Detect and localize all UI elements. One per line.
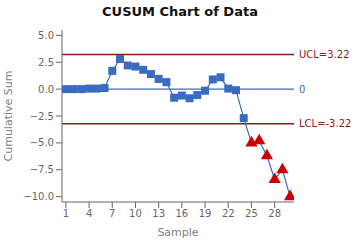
- svg-text:2.5: 2.5: [38, 57, 54, 68]
- svg-text:−10.0: −10.0: [23, 191, 54, 202]
- html-text:CUSUM Chart of Data: CUSUM Chart of Data: [102, 4, 258, 19]
- svg-text:−2.5: −2.5: [30, 111, 54, 122]
- svg-text:1: 1: [63, 208, 69, 219]
- svg-text:Sample: Sample: [157, 226, 198, 239]
- svg-text:13: 13: [152, 208, 165, 219]
- svg-text:4: 4: [86, 208, 92, 219]
- svg-text:LCL=-3.22: LCL=-3.22: [299, 118, 351, 129]
- svg-text:−7.5: −7.5: [30, 164, 54, 175]
- svg-text:Cumulative Sum: Cumulative Sum: [8, 71, 15, 162]
- svg-text:5.0: 5.0: [38, 30, 54, 41]
- svg-text:0.0: 0.0: [38, 84, 54, 95]
- svg-text:16: 16: [175, 208, 188, 219]
- svg-text:7: 7: [109, 208, 115, 219]
- svg-text:−5.0: −5.0: [30, 137, 54, 148]
- svg-text:0: 0: [299, 84, 305, 95]
- svg-text:22: 22: [222, 208, 235, 219]
- svg-text:28: 28: [268, 208, 281, 219]
- svg-text:19: 19: [199, 208, 212, 219]
- svg-text:25: 25: [245, 208, 258, 219]
- svg-text:UCL=3.22: UCL=3.22: [299, 49, 350, 60]
- svg-text:10: 10: [129, 208, 142, 219]
